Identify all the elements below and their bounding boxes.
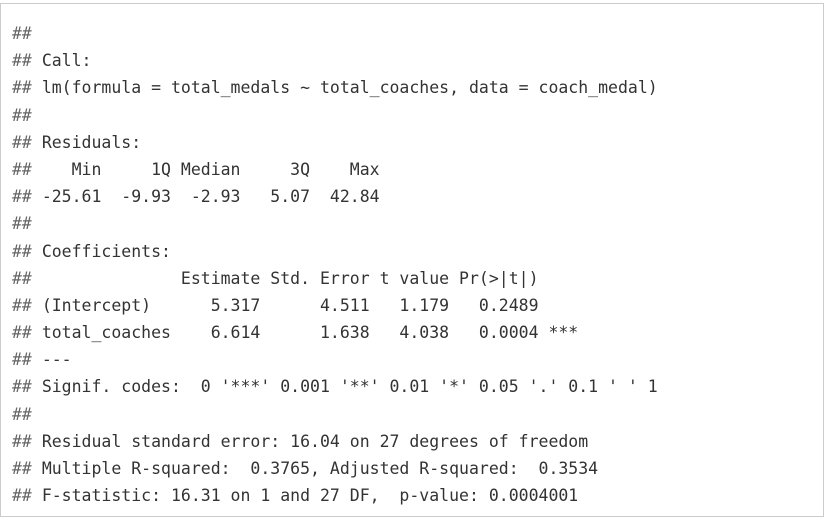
line-text: Min 1Q Median 3Q Max (41, 159, 390, 179)
comment-prefix: ## (12, 323, 32, 343)
output-line: ## Multiple R-squared: 0.3765, Adjusted … (12, 455, 658, 482)
comment-prefix: ## (12, 295, 32, 315)
line-text: Call: (41, 51, 92, 71)
comment-prefix: ## (12, 51, 32, 71)
line-text: lm(formula = total_medals ~ total_coache… (41, 78, 658, 98)
output-line: ## F-statistic: 16.31 on 1 and 27 DF, p-… (12, 482, 658, 509)
comment-prefix: ## (12, 377, 32, 397)
output-lines: ## ## Call: ## lm(formula = total_medals… (12, 20, 658, 509)
comment-prefix: ## (12, 105, 32, 125)
comment-prefix: ## (12, 350, 32, 370)
line-text: Residual standard error: 16.04 on 27 deg… (41, 431, 589, 451)
output-line: ## -25.61 -9.93 -2.93 5.07 42.84 (12, 183, 658, 210)
output-line: ## Min 1Q Median 3Q Max (12, 156, 658, 183)
line-text: Residuals: (41, 132, 142, 152)
comment-prefix: ## (12, 187, 32, 207)
line-text: (Intercept) 5.317 4.511 1.179 0.2489 (41, 295, 579, 315)
line-text: Signif. codes: 0 '***' 0.001 '**' 0.01 '… (41, 377, 658, 397)
line-text: --- (41, 350, 72, 370)
comment-prefix: ## (12, 404, 32, 424)
r-console-output-block: ## ## Call: ## lm(formula = total_medals… (0, 3, 824, 517)
comment-prefix: ## (12, 431, 32, 451)
comment-prefix: ## (12, 78, 32, 98)
line-text: Estimate Std. Error t value Pr(>|t|) (41, 268, 579, 288)
comment-prefix: ## (12, 486, 32, 506)
output-line: ## Call: (12, 47, 658, 74)
line-text: Multiple R-squared: 0.3765, Adjusted R-s… (41, 459, 609, 478)
output-line: ## Coefficients: (12, 238, 658, 265)
output-line: ## Residual standard error: 16.04 on 27 … (12, 428, 658, 455)
line-text: -25.61 -9.93 -2.93 5.07 42.84 (41, 187, 390, 207)
line-text: total_coaches 6.614 1.638 4.038 0.0004 *… (41, 323, 579, 343)
output-line: ## Estimate Std. Error t value Pr(>|t|) (12, 265, 658, 292)
comment-prefix: ## (12, 24, 32, 43)
line-text: Coefficients: (41, 241, 171, 261)
output-line: ## (12, 401, 658, 428)
output-line: ## lm(formula = total_medals ~ total_coa… (12, 74, 658, 101)
output-line: ## (12, 102, 658, 129)
output-line: ## total_coaches 6.614 1.638 4.038 0.000… (12, 319, 658, 346)
output-line: ## (12, 20, 658, 47)
output-line: ## (Intercept) 5.317 4.511 1.179 0.2489 (12, 292, 658, 319)
comment-prefix: ## (12, 268, 32, 288)
comment-prefix: ## (12, 214, 32, 234)
output-line: ## --- (12, 346, 658, 373)
comment-prefix: ## (12, 241, 32, 261)
comment-prefix: ## (12, 459, 32, 478)
output-line: ## Signif. codes: 0 '***' 0.001 '**' 0.0… (12, 373, 658, 400)
comment-prefix: ## (12, 159, 32, 179)
output-line: ## Residuals: (12, 129, 658, 156)
output-line: ## (12, 210, 658, 237)
comment-prefix: ## (12, 132, 32, 152)
line-text: F-statistic: 16.31 on 1 and 27 DF, p-val… (41, 486, 579, 506)
